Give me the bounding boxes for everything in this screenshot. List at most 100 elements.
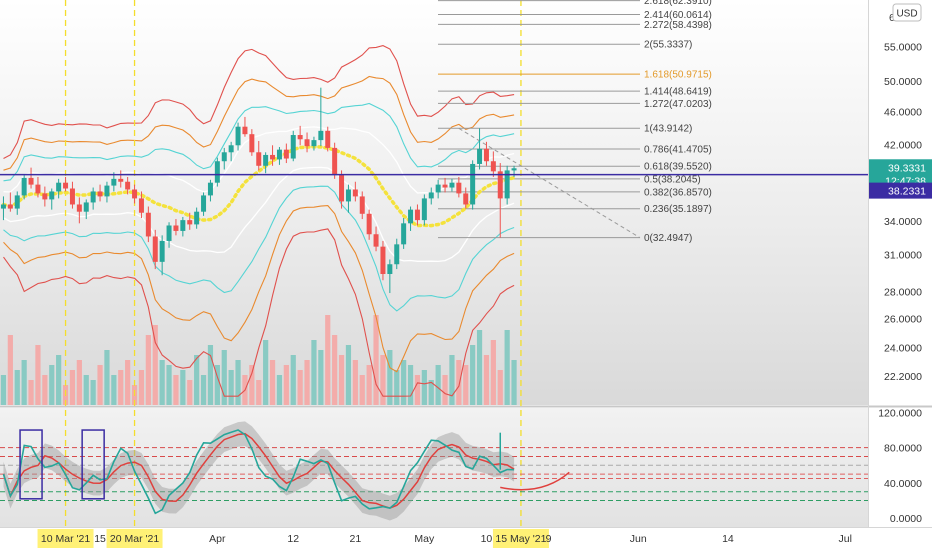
volume-bar: [138, 370, 145, 405]
time-label-highlight: [106, 529, 163, 548]
time-axis-background: [0, 527, 932, 550]
candle-body: [456, 182, 462, 194]
time-axis-label: 15 May '21: [495, 533, 546, 545]
fib-level-label: 0.618(39.5520): [644, 162, 712, 173]
candle-body: [69, 188, 75, 205]
time-axis-label: 15: [94, 533, 106, 545]
candle-body: [207, 182, 213, 196]
candle-body: [290, 135, 296, 159]
purple-boxes[interactable]: [19, 429, 105, 500]
volume-bar: [56, 355, 62, 405]
candle-body: [435, 184, 441, 193]
fib-level-label: 0.5(38.2045): [644, 174, 701, 185]
volume-bar: [90, 380, 96, 405]
volume-bar: [200, 375, 207, 405]
currency-badge[interactable]: USD: [892, 3, 922, 22]
candle-body: [173, 225, 179, 231]
volume-bar: [463, 365, 469, 405]
candle-body: [180, 220, 186, 231]
candle-body: [49, 191, 55, 200]
candle-body: [42, 193, 48, 200]
volume-bar: [428, 380, 434, 405]
signal-box[interactable]: [19, 429, 43, 500]
volume-bar: [194, 355, 200, 405]
candle-body: [339, 175, 345, 202]
volume-bar: [373, 315, 379, 405]
candle-body: [111, 178, 117, 186]
volume-bar: [407, 365, 414, 405]
time-axis-label: May: [414, 533, 435, 545]
volume-bar: [483, 355, 490, 405]
fib-trend-line[interactable]: [458, 127, 641, 239]
time-label-highlight: [37, 529, 94, 548]
volume-bar: [152, 325, 158, 405]
oscillator-pane-background: [0, 408, 868, 527]
volume-bar: [394, 370, 400, 405]
osc-main-line: [2, 429, 515, 515]
volume-bar: [221, 350, 227, 405]
osc-tick-label: 80.0000: [884, 443, 922, 455]
volume-bar: [180, 370, 186, 405]
volume-bar: [28, 380, 34, 405]
candle-body: [187, 220, 193, 225]
fib-level-label: 0(32.4947): [644, 233, 692, 244]
price-pane-background: [0, 0, 868, 405]
volume-bar: [490, 340, 496, 405]
candle-body: [414, 209, 420, 221]
candle-body: [359, 196, 365, 214]
volume-bar: [263, 340, 269, 405]
candle-body: [477, 148, 483, 164]
osc-axis-background: [868, 408, 932, 527]
fibonacci-extension[interactable]: 2.618(62.3910) 2.414(60.0614)2.272(58.439…: [438, 0, 712, 244]
candle-body: [28, 177, 34, 185]
candle-body: [318, 130, 324, 141]
price-tick-label: 50.0000: [884, 76, 922, 88]
price-tick-label: 31.0000: [884, 250, 922, 262]
time-axis-label: Apr: [209, 533, 226, 545]
candle-body: [166, 225, 172, 241]
candle-body: [214, 161, 220, 183]
volume-bar: [338, 355, 345, 405]
candle-body: [463, 193, 469, 205]
volume-bar: [166, 365, 172, 405]
time-axis-label: 20 Mar '21: [110, 533, 159, 545]
volume-bar: [449, 355, 455, 405]
oscillator-lines: [0, 421, 868, 521]
volume-bar: [456, 360, 462, 405]
candle-body: [256, 152, 262, 166]
volume-bar: [0, 375, 7, 405]
volume-bar: [332, 335, 338, 405]
candle-body: [304, 139, 310, 147]
candle-body: [221, 152, 227, 162]
candle-body: [194, 211, 200, 225]
volume-bar: [504, 330, 510, 405]
candle-body: [83, 202, 89, 212]
fib-level-label: 1.618(50.9715): [644, 70, 712, 81]
inner-band-dn: [3, 185, 515, 312]
candle-body: [201, 195, 207, 212]
volume-bar: [125, 360, 131, 405]
candle-body: [7, 204, 13, 209]
candle-body: [159, 240, 165, 262]
candle-body: [366, 213, 372, 235]
outer-band-up: [3, 45, 515, 159]
candle-body: [104, 185, 110, 197]
time-axis-label: 10: [481, 533, 493, 545]
volume-bar: [14, 370, 20, 405]
osc-tick-label: 0.0000: [890, 513, 922, 525]
volume-bar: [69, 370, 76, 405]
signal-box[interactable]: [81, 429, 105, 500]
volume-bar: [304, 360, 310, 405]
volume-bar: [235, 360, 241, 405]
candle-body: [387, 264, 393, 275]
candle-body: [449, 182, 455, 188]
volume-bar: [42, 375, 48, 405]
candle-body: [263, 154, 269, 166]
volume-bar: [297, 370, 303, 405]
outer-band-dn: [3, 228, 515, 397]
volume-bar: [414, 375, 421, 405]
candle-body: [235, 126, 241, 146]
volume-bar: [435, 365, 441, 405]
price-tick-label: 22.2000: [884, 371, 922, 383]
